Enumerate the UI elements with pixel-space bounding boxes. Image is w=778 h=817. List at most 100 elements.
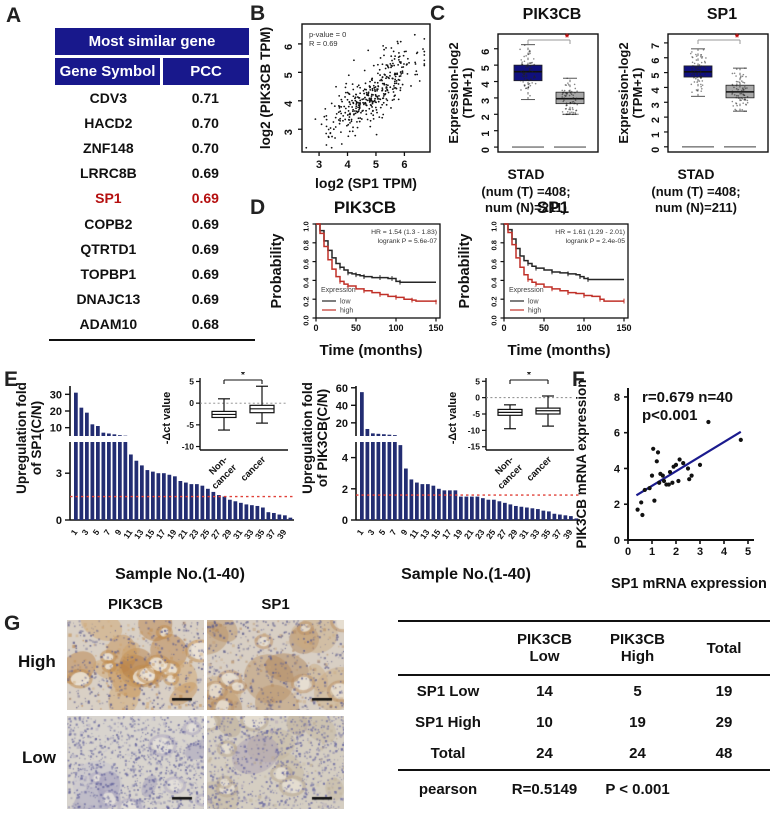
panel-label-g: G [4,612,21,635]
bar [233,501,238,520]
boxplot-xlabel-pik3cb: STAD (num (T) =408; num (N)=211) [446,166,606,216]
scatter-point [402,66,405,68]
bar [167,474,172,520]
jitter-point [695,66,698,68]
scatter-point [391,88,394,91]
x-tick-label: 1 [69,527,80,537]
scatter-point [365,88,367,91]
scatter-point [363,88,366,91]
x-tick-label: 9 [399,527,410,537]
jitter-point [740,80,743,82]
jitter-point [734,108,736,111]
bar-top-seg [387,434,392,436]
top-tick-label: 20 [336,418,348,430]
pcc-value: 0.69 [191,240,219,257]
x-tick-label: 7 [102,527,113,537]
jitter-point [521,72,524,74]
km-plot-sp1: 0 50 100 150 0.0 0.2 0.4 0.6 0.8 1.0 HR = 1.61 (1.… [457,221,632,333]
bar [228,499,232,520]
bar [255,505,260,520]
jitter-point [699,69,702,71]
scatter-point [394,75,397,78]
scatter-point [393,98,395,101]
y-axis-label-line1: Expression-log2 [446,42,461,143]
jitter-point [744,87,747,90]
jitter-point [534,76,536,79]
scatter-point [364,102,367,105]
y-tick-label: 6 [614,428,620,440]
annotation-r-n: r=0.679 n=40 [642,389,733,406]
jitter-point [691,61,694,64]
scatter-point [363,69,366,72]
bar [189,484,194,520]
scatter-point [408,61,410,64]
count-cell: 10 [536,714,553,731]
bar [426,484,430,520]
ihc-image-sp1-high [207,620,344,710]
jitter-point [534,82,537,85]
scatter-point [325,144,328,146]
box-tumor [513,64,543,82]
bar [250,505,254,520]
jitter-point [695,69,697,71]
scatter-point [385,98,388,100]
bar [563,515,568,520]
y-tick-label: 5 [650,73,662,79]
jitter-point [735,96,738,99]
header-line: Low [529,648,560,665]
jitter-point [520,70,523,73]
scatter-point [670,480,675,485]
scatter-point [383,82,386,85]
scatter-point [350,120,353,123]
header-line: High [620,648,655,665]
scatter-point [347,118,350,121]
jitter-point [701,84,704,86]
bar [481,498,485,520]
jitter-point [736,90,739,93]
bar-top-seg [85,412,89,436]
scatter-point [374,81,376,84]
inset-tick-label: 0 [189,398,194,408]
scatter-point [344,86,347,89]
bar [140,465,144,520]
y-tick-label: 4 [283,100,295,107]
scatter-point [423,50,426,53]
jitter-point [572,108,574,111]
x-tick-label: 2 [673,546,679,558]
scatter-point [369,100,371,103]
scatter-point [378,68,381,71]
jitter-point [700,65,703,67]
scatter-point [347,110,350,112]
bar [415,482,419,520]
jitter-point [745,75,747,78]
scatter-point [390,66,392,69]
bar [365,442,370,520]
y-tick-label: 1 [650,132,662,138]
bar [79,442,84,520]
bar [145,470,150,520]
jitter-point [526,64,528,66]
bar [448,490,452,520]
jitter-point [572,96,575,99]
jitter-point [574,99,577,102]
km-curve-high [504,223,624,302]
km-title-sp1: SP1 [536,198,570,217]
jitter-point [532,58,535,60]
y-tick-label: 3 [650,102,662,108]
plot-frame [301,23,431,153]
jitter-point [571,107,574,109]
scatter-point [355,107,357,110]
bar [382,442,386,520]
x-tick-label: 3 [316,159,322,171]
y-tick-label: 5 [283,72,295,78]
most-similar-gene-table: Most similar gene Gene Symbol PCC CDV3 0.… [49,28,255,341]
scatter-point [666,482,671,487]
jitter-point [743,110,746,112]
jitter-point [744,96,746,99]
y-tick-label: 0.0 [302,315,311,325]
scatter-point [340,98,343,101]
scatter-point [359,92,362,95]
r-value: R=0.5149 [511,780,578,798]
jitter-point [523,84,526,86]
jitter-point [742,88,744,90]
